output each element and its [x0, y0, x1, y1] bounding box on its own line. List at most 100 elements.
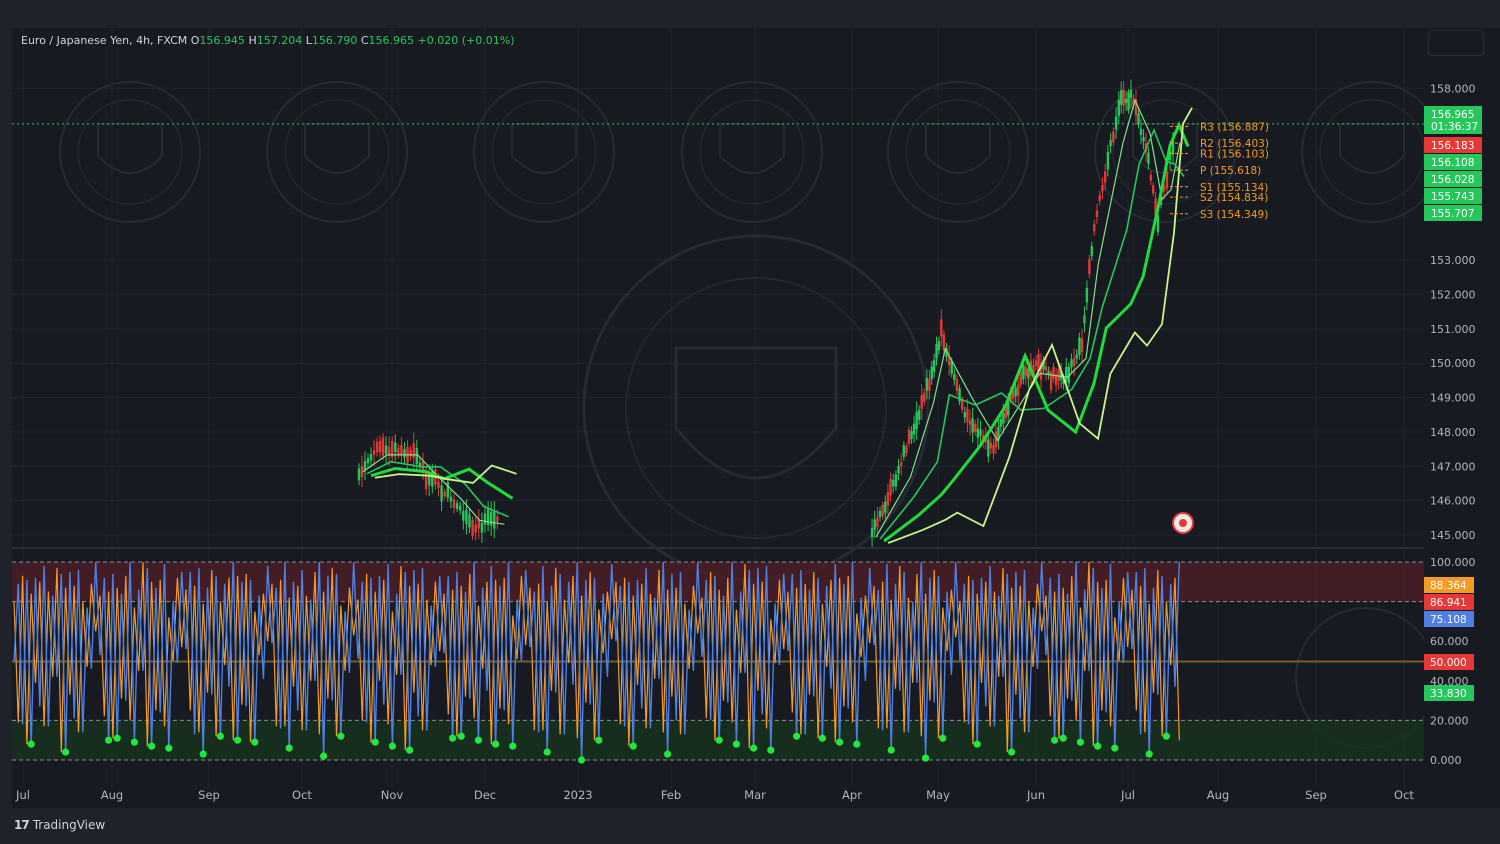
price-chart[interactable]: R3 (156.887) R2 (156.403)R1 (156.103) P (1…: [12, 28, 1424, 808]
oversold-cross-dot: [629, 742, 637, 750]
open-value: 156.945: [199, 34, 245, 47]
candle-body: [1098, 195, 1101, 201]
oscillator-badge: [1424, 611, 1474, 627]
candle-body: [1052, 366, 1055, 379]
candle-body: [378, 440, 382, 453]
candle-body: [910, 431, 913, 440]
oversold-cross-dot: [1145, 750, 1153, 758]
candle-body: [1024, 366, 1028, 377]
candle-body: [1027, 368, 1030, 379]
candle-body: [870, 527, 874, 538]
candle-body: [474, 524, 477, 533]
oversold-cross-dot: [130, 738, 138, 746]
chart-area[interactable]: R3 (156.887) R2 (156.403) R1 (156.103) P (1…: [12, 28, 1424, 808]
oversold-cross-dot: [492, 740, 500, 748]
price-badge: [1424, 188, 1482, 204]
pivot-levels: R3 (156.887) R2 (156.403)R1 (156.103) P (1…: [1170, 122, 1269, 221]
oscillator-badge: [1424, 654, 1474, 670]
candle-body: [1122, 89, 1125, 106]
candle-body: [1078, 337, 1081, 356]
price-axis-tick-label: 148.000: [1430, 426, 1476, 439]
candle-body: [360, 465, 364, 477]
candle-body: [947, 355, 951, 365]
high-label: H: [248, 34, 257, 47]
time-axis-tick-label: Aug: [1207, 788, 1229, 802]
watermark-circle: [1094, 81, 1236, 223]
watermark-inner-circle: [1112, 99, 1218, 205]
moving-average-line: [875, 98, 1181, 538]
candle-body: [968, 420, 972, 425]
candle-body: [1002, 413, 1005, 424]
candle-body: [1147, 152, 1150, 164]
candle-body: [987, 439, 990, 457]
candle-body: [979, 429, 982, 436]
watermark-inner-circle: [699, 99, 805, 205]
watermark-shield-icon: [511, 123, 577, 174]
time-axis-tick-label: 2023: [563, 788, 592, 802]
candle-body: [483, 513, 487, 525]
watermark-inner-circle: [1319, 99, 1424, 205]
candle-body: [1090, 245, 1094, 257]
oversold-cross-dot: [715, 736, 723, 744]
candle-body: [997, 427, 1000, 441]
candle-body: [889, 478, 892, 496]
oversold-cross-dot: [664, 750, 672, 758]
candle-body: [369, 454, 373, 461]
symbol-name[interactable]: Euro / Japanese Yen, 4h, FXCM: [21, 34, 188, 47]
candle-body: [1149, 174, 1152, 181]
oversold-cross-dot: [457, 732, 465, 740]
chart-settings-button[interactable]: [1428, 30, 1484, 56]
brand-name: TradingView: [32, 818, 106, 832]
candle-body: [381, 437, 385, 456]
candle-body: [490, 511, 493, 526]
oversold-cross-dot: [320, 752, 328, 760]
watermark-inner-circle: [77, 99, 183, 205]
oscillator-badge-value: 86.941: [1430, 597, 1467, 609]
oscillator-badge-value: 88.364: [1430, 580, 1467, 592]
price-axis-labels: 158.000 153.000 152.000 151.000 150.000 149.0…: [1424, 82, 1482, 767]
oversold-cross-dot: [449, 734, 457, 742]
tradingview-brand[interactable]: 17 TradingView: [14, 818, 105, 832]
time-axis-tick-label: Jul: [15, 788, 30, 802]
oversold-cross-dot: [337, 732, 345, 740]
candle-body: [1088, 258, 1091, 274]
candle-body: [400, 445, 403, 455]
price-badge-value: 156.183: [1431, 140, 1474, 152]
candle-body: [915, 411, 918, 430]
candle-body: [1106, 151, 1110, 170]
candle-body: [1101, 185, 1104, 192]
price-axis[interactable]: 158.000 153.000 152.000 151.000 150.000 149.0…: [1424, 28, 1500, 808]
candle-body: [1159, 199, 1163, 205]
high-value: 157.204: [256, 34, 303, 47]
candle-body: [415, 447, 418, 465]
price-axis-tick-label: 150.000: [1430, 357, 1476, 370]
candle-body: [397, 447, 400, 455]
pivot-label-r2: R2 (156.403): [1200, 138, 1269, 150]
change-value: +0.020 (+0.01%): [417, 34, 515, 47]
time-axis-tick-label: Feb: [661, 788, 681, 802]
candle-body: [930, 366, 933, 380]
price-axis-tick-label: 158.000: [1430, 82, 1476, 95]
watermark-circle: [681, 81, 823, 223]
time-axis-tick-label: Apr: [842, 788, 862, 802]
price-badge-value: 156.028: [1431, 174, 1474, 186]
candle-body: [428, 475, 431, 486]
candle-body: [992, 444, 995, 454]
candle-body: [958, 388, 961, 402]
oversold-cross-dot: [62, 748, 70, 756]
candle-body: [437, 481, 440, 488]
candle-body: [1132, 98, 1135, 106]
candle-body: [443, 491, 446, 497]
candle-body: [950, 361, 953, 374]
oversold-cross-dot: [474, 736, 482, 744]
watermark-circle: [59, 81, 201, 223]
time-axis-tick-label: Jul: [1120, 788, 1135, 802]
candle-body: [966, 408, 969, 423]
candle-body: [1080, 338, 1084, 353]
candle-body: [974, 423, 977, 433]
oscillator-axis-tick-label: 40.000: [1430, 675, 1469, 688]
pivot-label-p: P (155.618): [1200, 165, 1261, 177]
candle-body: [1168, 150, 1172, 161]
candle-body: [391, 441, 394, 458]
